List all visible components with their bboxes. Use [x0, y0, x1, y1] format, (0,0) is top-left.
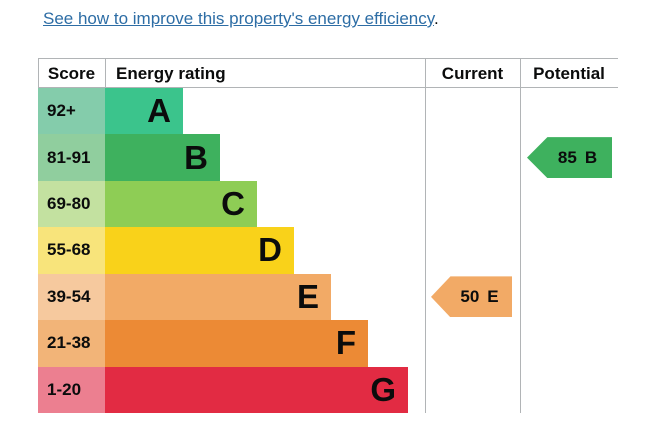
score-column-divider [105, 58, 106, 88]
table-header-row: Score Energy rating Current Potential [38, 59, 618, 88]
band-bar-letter: C [105, 180, 257, 228]
current-column-divider [425, 58, 426, 413]
improve-efficiency-link[interactable]: See how to improve this property's energ… [43, 9, 434, 28]
band-row-b: 81-91 B [38, 134, 618, 181]
band-score-range: 39-54 [38, 273, 105, 321]
rating-bands: 92+ A 81-91 B 69-80 C 55-68 D 39-54 E 21-38 F 1-20 G [38, 88, 618, 413]
band-row-e: 39-54 E [38, 273, 618, 321]
band-row-f: 21-38 F [38, 320, 618, 367]
band-bar-letter: G [105, 366, 408, 413]
band-row-d: 55-68 D [38, 227, 618, 274]
band-bar-letter: E [105, 273, 331, 321]
header-potential: Potential [533, 63, 605, 83]
band-score-range: 55-68 [38, 227, 105, 274]
band-score-range: 1-20 [38, 366, 105, 413]
current-letter: E [487, 286, 499, 306]
band-bar-letter: A [105, 88, 183, 135]
potential-letter: B [584, 147, 598, 167]
band-row-g: 1-20 G [38, 366, 618, 413]
header-underline [38, 87, 618, 88]
current-score: 50 [460, 286, 480, 306]
table-top-border [38, 58, 618, 59]
potential-rating-marker: 85 B [527, 137, 612, 179]
band-bar-letter: F [105, 320, 368, 367]
band-bar-letter: D [105, 227, 294, 274]
header-energy-rating: Energy rating [116, 63, 226, 83]
band-row-c: 69-80 C [38, 180, 618, 228]
band-score-range: 21-38 [38, 320, 105, 367]
band-score-range: 92+ [38, 88, 105, 135]
epc-rating-chart: Score Energy rating Current Potential 92… [38, 58, 618, 413]
potential-score: 85 [557, 147, 577, 167]
header-score: Score [47, 63, 96, 83]
band-bar-letter: B [105, 134, 220, 181]
potential-column-divider [520, 58, 521, 413]
current-rating-marker: 50 E [431, 276, 512, 318]
band-score-range: 81-91 [38, 134, 105, 181]
band-row-a: 92+ A [38, 88, 618, 135]
sentence-period: . [433, 9, 439, 28]
band-score-range: 69-80 [38, 180, 105, 228]
header-left-border [38, 58, 39, 88]
improve-efficiency-sentence: See how to improve this property's energ… [43, 9, 439, 29]
header-current: Current [441, 63, 504, 83]
